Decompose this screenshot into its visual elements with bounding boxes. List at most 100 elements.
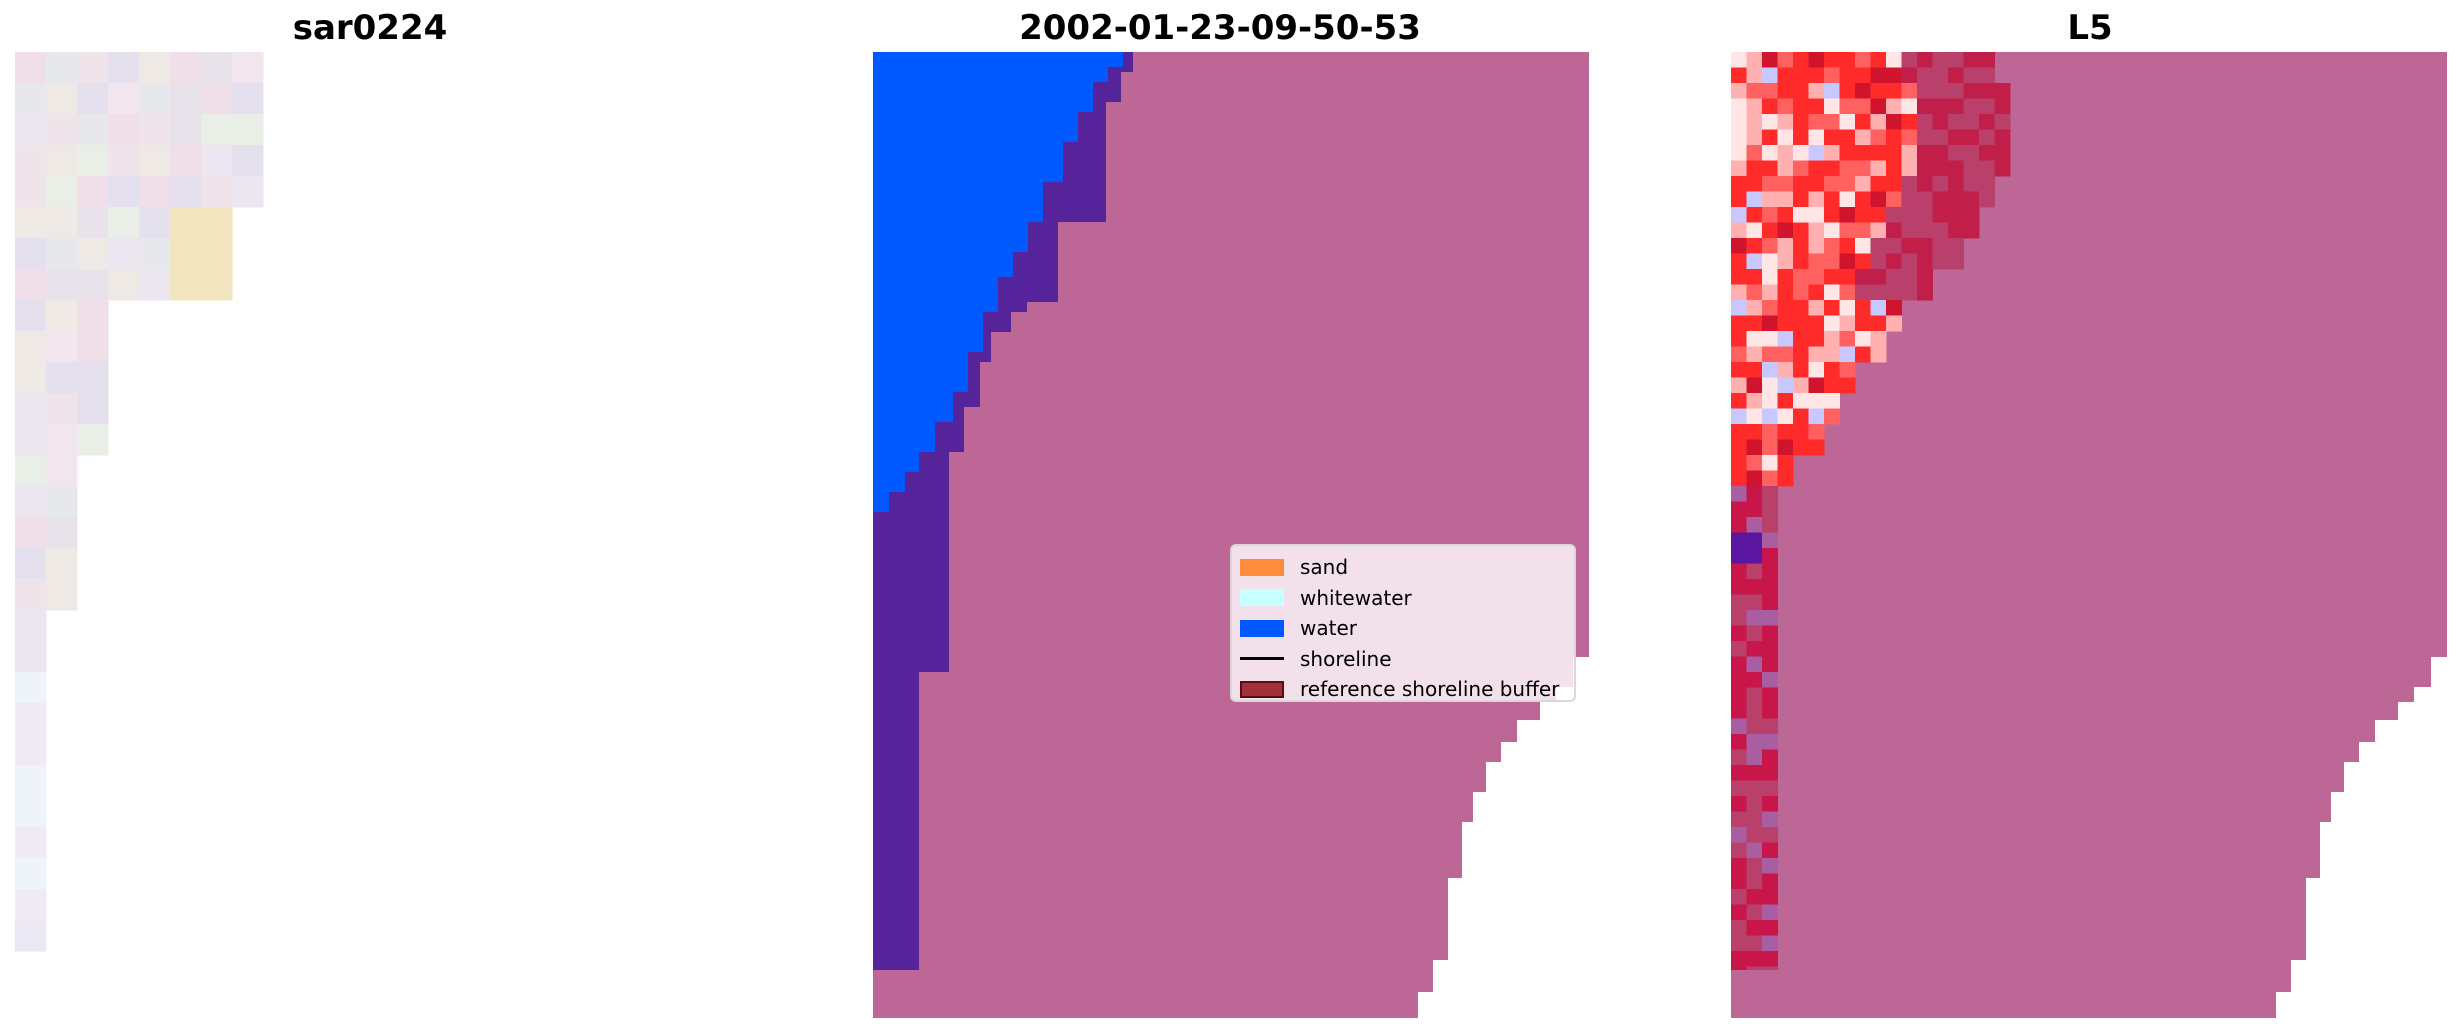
rgb-pixel	[170, 114, 202, 146]
index-pixel	[1870, 52, 1887, 68]
whitewater-swatch	[1240, 589, 1284, 607]
index-pixel	[1824, 222, 1840, 239]
index-pixel	[1824, 114, 1840, 130]
index-pixel	[1886, 222, 1902, 239]
rgb-pixel	[108, 145, 140, 177]
index-pixel	[1762, 176, 1778, 192]
reference-buffer-bottom	[1731, 970, 2276, 1018]
index-pixel	[1901, 114, 1918, 130]
index-pixel	[1932, 145, 1949, 161]
index-pixel	[1731, 83, 1747, 99]
index-pixel	[1746, 129, 1763, 146]
rgb-pixel	[15, 393, 47, 425]
index-pixel	[1762, 703, 1778, 719]
rgb-pixel	[15, 889, 47, 921]
rgb-pixel	[139, 176, 171, 208]
rgb-pixel	[170, 145, 202, 177]
index-pixel	[1855, 191, 1871, 208]
rgb-pixel	[139, 269, 171, 301]
index-pixel	[1762, 563, 1778, 580]
index-pixel	[1731, 796, 1747, 812]
index-pixel	[1762, 129, 1778, 146]
index-pixel	[1762, 284, 1778, 301]
index-pixel	[1808, 222, 1825, 239]
index-pixel	[1824, 145, 1840, 161]
index-pixel	[1808, 145, 1825, 161]
rgb-pixel	[170, 207, 202, 239]
index-pixel	[1808, 408, 1825, 425]
index-pixel	[1901, 83, 1918, 99]
index-pixel	[1793, 238, 1809, 254]
index-pixel	[1808, 191, 1825, 208]
index-pixel	[1731, 207, 1747, 223]
index-pixel	[1762, 517, 1778, 533]
index-pixel	[1762, 377, 1778, 394]
index-pixel	[1762, 873, 1778, 890]
index-pixel	[1793, 67, 1809, 84]
index-pixel	[1762, 734, 1778, 750]
index-pixel	[1731, 300, 1747, 316]
index-pixel	[1839, 315, 1856, 332]
index-pixel	[1793, 408, 1809, 425]
index-pixel	[1746, 284, 1763, 301]
index-pixel	[1731, 656, 1747, 673]
index-pixel	[1901, 160, 1918, 177]
index-pixel	[1746, 98, 1763, 115]
index-pixel	[1762, 796, 1778, 812]
index-pixel	[1855, 207, 1871, 223]
legend-label-whitewater: whitewater	[1300, 585, 1412, 610]
index-pixel	[1762, 222, 1778, 239]
index-pixel	[1932, 253, 1949, 270]
index-pixel	[1979, 98, 1995, 115]
rgb-pixel	[46, 393, 78, 425]
index-pixel	[1855, 253, 1871, 270]
index-pixel	[1839, 331, 1856, 347]
rgb-pixel	[232, 114, 264, 146]
index-pixel	[1777, 191, 1794, 208]
rgb-pixel	[46, 176, 78, 208]
index-pixel	[1932, 67, 1949, 84]
index-pixel	[1917, 83, 1933, 99]
index-pixel	[1963, 145, 1980, 161]
index-pixel	[1731, 641, 1747, 657]
rgb-pixel	[77, 424, 109, 456]
index-pixel	[1886, 145, 1902, 161]
index-pixel	[1886, 315, 1902, 332]
rgb-pixel	[201, 269, 233, 301]
index-pixel	[1855, 315, 1871, 332]
index-pixel	[1824, 346, 1840, 363]
index-pixel	[1963, 176, 1980, 192]
rgb-pixel	[15, 424, 47, 456]
index-pixel	[1777, 377, 1794, 394]
index-pixel	[1808, 315, 1825, 332]
index-pixel	[1824, 331, 1840, 347]
index-pixel	[1762, 83, 1778, 99]
index-pixel	[1808, 176, 1825, 192]
rgb-pixel	[170, 238, 202, 270]
index-pixel	[1979, 191, 1995, 208]
index-pixel	[1948, 83, 1964, 99]
index-pixel	[1793, 191, 1809, 208]
index-pixel	[1824, 207, 1840, 223]
index-pixel	[1870, 98, 1887, 115]
index-pixel	[1762, 920, 1778, 936]
index-pixel	[1839, 145, 1856, 161]
index-pixel	[1731, 67, 1747, 84]
rgb-pixel	[139, 114, 171, 146]
index-pixel	[1777, 284, 1794, 301]
index-pixel	[1731, 672, 1747, 688]
index-pixel	[1994, 83, 2011, 99]
index-pixel	[1839, 207, 1856, 223]
index-pixel	[1824, 98, 1840, 115]
index-pixel	[1886, 300, 1902, 316]
rgb-pixel	[15, 703, 47, 735]
index-pixel	[1886, 284, 1902, 301]
index-pixel	[1932, 114, 1949, 130]
index-pixel	[1917, 207, 1933, 223]
index-pixel	[1839, 222, 1856, 239]
index-pixel	[1963, 83, 1980, 99]
index-pixel	[1901, 191, 1918, 208]
index-pixel	[1746, 672, 1763, 688]
index-pixel	[1886, 114, 1902, 130]
index-pixel	[1731, 780, 1747, 797]
